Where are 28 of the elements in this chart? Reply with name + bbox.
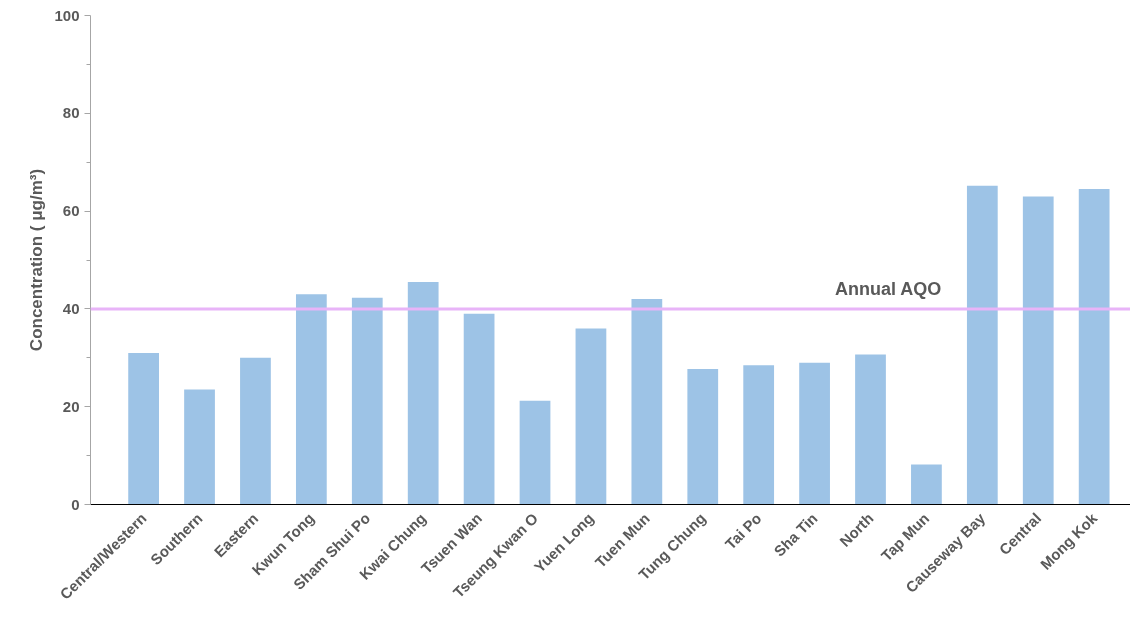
bar [184,389,215,505]
bar [295,294,327,505]
bar [407,282,439,505]
bar [743,365,775,505]
bar [966,185,998,505]
bar [911,464,942,505]
y-tick-label: 100 [54,6,80,24]
y-tick-label: 60 [62,202,80,220]
bar [855,354,886,505]
x-tick-label: Tai Po [721,509,765,553]
bar [463,313,495,505]
y-tick-label: 80 [62,104,80,122]
bar [240,357,271,505]
y-tick-label: 20 [62,397,80,415]
y-tick-label: 0 [71,495,80,513]
bar [351,297,383,505]
bar [687,369,719,505]
bar [631,299,663,505]
bar [128,352,159,505]
y-tick-label: 40 [62,299,80,317]
bar [1022,196,1054,505]
bar [575,328,607,505]
bar [799,362,830,505]
x-tick-label: Sha Tin [770,509,821,560]
y-axis-title: Concentration ( μg/m³) [27,168,47,352]
bar [1078,189,1110,505]
ref-line-label: Annual AQO [834,278,942,299]
bar [519,400,551,505]
